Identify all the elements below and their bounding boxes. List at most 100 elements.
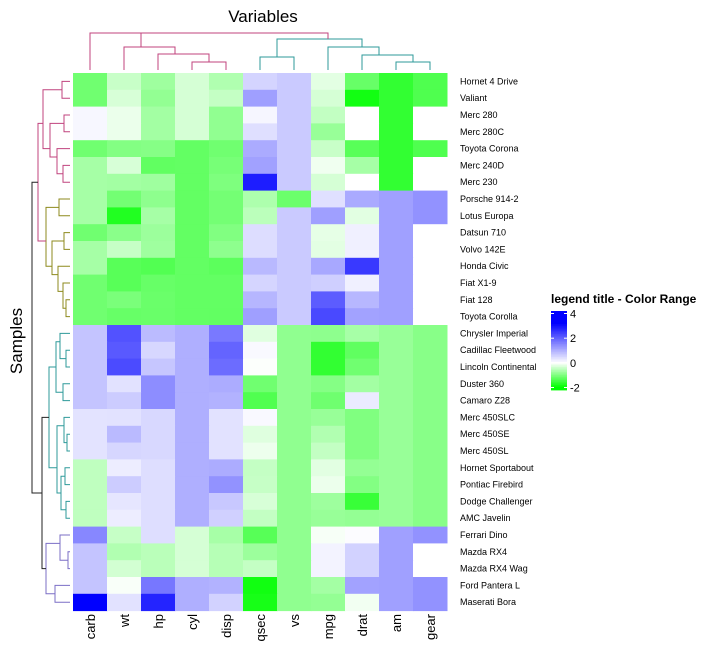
heatmap-cell [379,325,414,343]
heatmap-cell [141,493,176,511]
row-dendrogram-branch [63,416,70,444]
heatmap-cell [311,509,346,528]
heatmap-cell [311,106,346,124]
row-label: Cadillac Fleetwood [460,345,536,355]
heatmap-cell [73,543,108,561]
legend-color-step [551,342,567,345]
legend-color-step [551,347,567,350]
heatmap-cell [141,392,176,410]
row-dendrogram-branch [62,164,70,183]
heatmap-cell [209,274,244,292]
row-dendrogram-branch [63,114,70,133]
heatmap-cell [243,308,278,326]
column-dendrogram-branch [191,61,227,70]
heatmap-cell [311,157,346,175]
heatmap-cell [379,509,414,528]
heatmap-cell [311,190,346,208]
row-labels: Hornet 4 Drive Valiant Merc 280 Merc 280C To… [460,76,537,607]
heatmap-cell [141,89,176,108]
row-label: Toyota Corolla [460,312,518,322]
heatmap-cell [413,308,448,326]
heatmap-cell [413,425,448,444]
heatmap-cell [107,73,142,91]
heatmap-cell [243,341,278,360]
legend-tick-label: 2 [570,333,576,345]
heatmap-cell [277,257,312,276]
row-label: Lotus Europa [460,211,514,221]
legend-color-step [551,355,567,358]
heatmap-cell [175,593,210,612]
heatmap-cell [175,73,210,91]
heatmap-cell [413,543,448,561]
heatmap-cell [141,274,176,292]
heatmap-cell [141,409,176,427]
heatmap-cell [209,358,244,376]
heatmap-cell [413,526,448,544]
column-label: hp [151,614,166,628]
legend-color-step [551,358,567,361]
row-dendrogram-branch [31,181,42,494]
heatmap-cell [379,190,414,208]
heatmap-cell [175,526,210,544]
heatmap-cell [277,375,312,393]
heatmap-cell [413,257,448,276]
heatmap-cell [243,358,278,376]
heatmap-cell [209,476,244,494]
heatmap-cell [413,358,448,376]
row-label: Chrysler Imperial [460,328,528,338]
column-label: mpg [321,614,336,639]
column-dendrogram-branch [124,32,329,39]
heatmap-cell [73,241,108,259]
heatmap-cell [175,207,210,225]
heatmap-cell [413,73,448,91]
heatmap-cell [277,224,312,242]
heatmap-cell [73,308,108,326]
heatmap-cell [277,207,312,225]
row-label: Mazda RX4 [460,547,507,557]
heatmap-cell [311,89,346,108]
legend-color-step [551,343,567,346]
heatmap-cell [277,308,312,326]
heatmap-cell [107,409,142,427]
heatmap-cell [209,593,244,612]
heatmap-cell [379,207,414,225]
heatmap-cell [379,526,414,544]
heatmap-cell [141,593,176,612]
heatmap-cell [141,123,176,141]
row-dendrogram-branch [61,80,70,99]
heatmap-cell [175,274,210,292]
legend-color-step [551,370,567,373]
heatmap-cell [413,442,448,460]
heatmap-cell [141,425,176,444]
heatmap-cell [209,89,244,108]
heatmap-cell [379,291,414,309]
heatmap-cell [379,173,414,192]
row-dendrogram-branch [45,206,59,267]
heatmap-cell [175,577,210,595]
heatmap-cell [73,274,108,292]
legend-color-step [551,362,567,365]
heatmap-cell [209,190,244,208]
row-dendrogram-branch [65,299,70,318]
heatmap-cell [243,123,278,141]
heatmap-cell [209,509,244,528]
heatmap-cell [311,140,346,158]
row-dendrogram-branch [66,433,70,452]
y-axis-label: Samples [7,308,26,374]
row-dendrogram-branch [63,232,70,250]
row-label: Ferrari Dino [460,530,508,540]
heatmap-cell [243,190,278,208]
heatmap-cell [243,392,278,410]
heatmap-cell [277,509,312,528]
heatmap-cell [175,325,210,343]
row-label: Hornet 4 Drive [460,76,518,86]
heatmap-cell [243,476,278,494]
heatmap-cell [243,173,278,192]
column-dendrogram-branch [361,54,414,70]
column-label: cyl [185,614,200,630]
heatmap-cell [311,459,346,477]
heatmap-cell [175,543,210,561]
heatmap-cell [73,123,108,141]
legend-color-step [551,380,567,383]
